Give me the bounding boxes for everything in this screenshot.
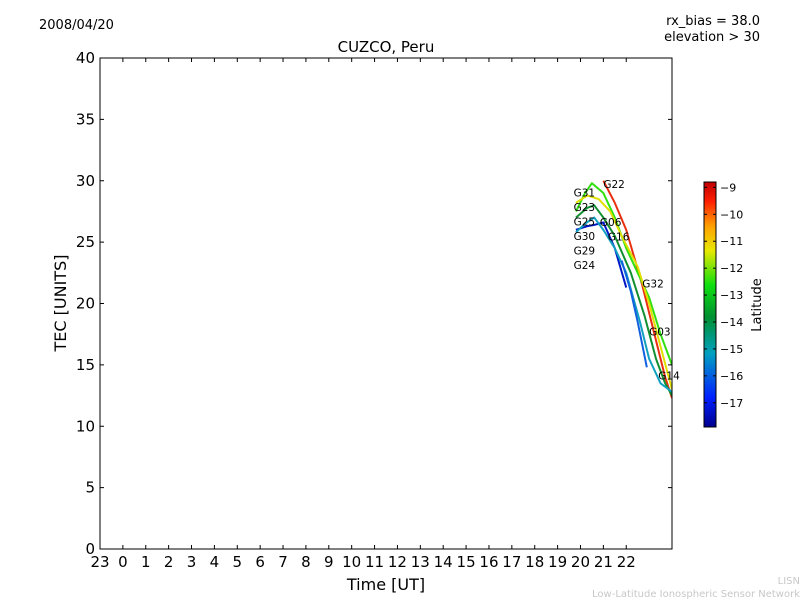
colorbar-tick-label: −17 xyxy=(720,397,743,410)
date-label: 2008/04/20 xyxy=(39,18,114,33)
lisn-label: LISN xyxy=(777,576,800,587)
x-tick-label: 1 xyxy=(141,553,151,571)
series-line-yellow xyxy=(575,194,672,390)
colorbar-tick-label: −12 xyxy=(720,262,743,275)
chart-title: CUZCO, Peru xyxy=(338,38,435,56)
y-tick-label: 15 xyxy=(76,356,95,374)
axes-frame xyxy=(99,57,673,550)
x-tick-label: 4 xyxy=(210,553,220,571)
y-tick-label: 0 xyxy=(85,540,95,558)
x-tick-label: 20 xyxy=(571,553,590,571)
colorbar-tick-label: −11 xyxy=(720,235,743,248)
satellite-label: G31 xyxy=(574,188,596,200)
x-tick-label: 21 xyxy=(594,553,613,571)
satellite-label: G29 xyxy=(574,246,596,258)
satellite-label: G32 xyxy=(642,279,664,291)
satellite-label: G06 xyxy=(600,217,622,229)
x-tick-label: 7 xyxy=(278,553,288,571)
series-line-cyan xyxy=(575,216,672,393)
x-tick-label: 8 xyxy=(301,553,311,571)
colorbar xyxy=(703,181,717,428)
x-axis-label: Time [UT] xyxy=(346,575,425,594)
satellite-label: G14 xyxy=(658,371,680,383)
x-tick-label: 18 xyxy=(525,553,544,571)
x-tick-label: 23 xyxy=(90,553,109,571)
series-line-dkgreen xyxy=(575,204,672,397)
colorbar-tick-label: −16 xyxy=(720,370,743,383)
x-tick-label: 12 xyxy=(388,553,407,571)
x-tick-label: 11 xyxy=(365,553,384,571)
x-tick-label: 19 xyxy=(548,553,567,571)
elevation-label: elevation > 30 xyxy=(664,30,760,45)
x-tick-label: 22 xyxy=(617,553,636,571)
x-tick-label: 3 xyxy=(187,553,197,571)
colorbar-tick-label: −13 xyxy=(720,289,743,302)
x-tick-label: 14 xyxy=(434,553,453,571)
x-tick-label: 16 xyxy=(479,553,498,571)
satellite-label: G22 xyxy=(603,179,625,191)
y-axis-label: TEC [UNITS] xyxy=(51,255,70,353)
satellite-label: G24 xyxy=(574,260,596,272)
series-line-blue xyxy=(620,260,648,368)
y-tick-label: 20 xyxy=(76,295,95,313)
network-label: Low-Latitude Ionospheric Sensor Network xyxy=(592,589,800,600)
satellite-label: G25 xyxy=(574,217,596,229)
y-tick-label: 10 xyxy=(76,417,95,435)
series-line-G22 xyxy=(602,180,672,399)
x-tick-label: 15 xyxy=(457,553,476,571)
x-tick-label: 13 xyxy=(411,553,430,571)
y-tick-label: 5 xyxy=(85,479,95,497)
colorbar-tick-label: −15 xyxy=(720,343,743,356)
x-tick-label: 17 xyxy=(502,553,521,571)
x-tick-label: 6 xyxy=(255,553,265,571)
x-tick-label: 5 xyxy=(233,553,243,571)
colorbar-tick-label: −9 xyxy=(720,181,736,194)
y-tick-label: 35 xyxy=(76,110,95,128)
x-tick-label: 0 xyxy=(118,553,128,571)
y-tick-label: 40 xyxy=(76,49,95,67)
satellite-label: G30 xyxy=(574,231,596,243)
x-tick-label: 9 xyxy=(324,553,334,571)
y-tick-label: 30 xyxy=(76,172,95,190)
rx-bias-label: rx_bias = 38.0 xyxy=(666,14,760,29)
satellite-label: G03 xyxy=(649,326,671,338)
colorbar-label: Latitude xyxy=(750,278,765,332)
x-tick-label: 10 xyxy=(342,553,361,571)
satellite-label: G23 xyxy=(574,202,596,214)
y-tick-label: 25 xyxy=(76,233,95,251)
colorbar-tick-label: −14 xyxy=(720,316,743,329)
satellite-label: G16 xyxy=(608,232,630,244)
colorbar-tick-label: −10 xyxy=(720,208,743,221)
x-tick-label: 2 xyxy=(164,553,174,571)
